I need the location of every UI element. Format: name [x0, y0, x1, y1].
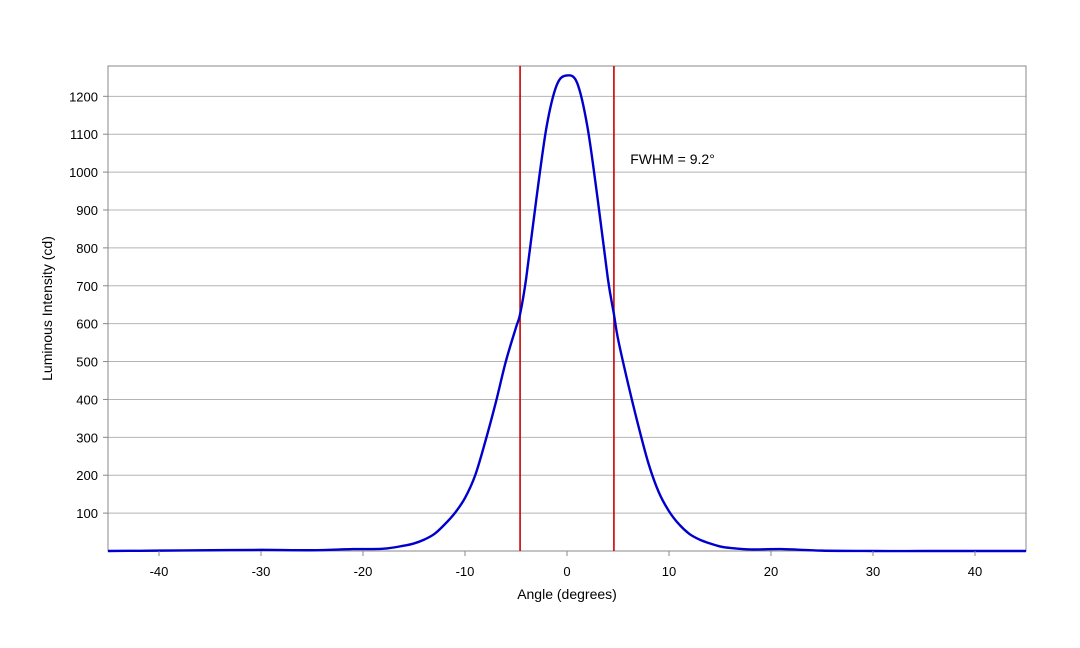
fwhm-annotation: FWHM = 9.2°	[630, 151, 715, 167]
y-tick-label: 500	[76, 355, 98, 370]
y-tick-label: 300	[76, 430, 98, 445]
plot-area-frame	[107, 65, 1027, 552]
x-tick-label: -10	[456, 564, 475, 579]
y-tick-label: 200	[76, 468, 98, 483]
x-tick-label: 30	[866, 564, 880, 579]
x-tick-label: 40	[968, 564, 982, 579]
x-axis-label: Angle (degrees)	[517, 586, 617, 602]
x-axis-ticks: -40 -30 -20 -10 0 10 20 30 40	[150, 551, 982, 579]
x-tick-label: -30	[252, 564, 271, 579]
y-axis-label: Luminous Intensity (cd)	[39, 236, 55, 381]
series-line	[107, 74, 1026, 553]
y-tick-label: 1200	[69, 89, 98, 104]
y-tick-label: 600	[76, 317, 98, 332]
grid	[108, 95, 1026, 552]
x-tick-label: 20	[764, 564, 778, 579]
y-tick-label: 100	[76, 506, 98, 521]
series-group	[107, 74, 1026, 553]
annotations: FWHM = 9.2°	[630, 151, 715, 167]
fwhm-markers	[519, 66, 615, 551]
y-tick-label: 900	[76, 203, 98, 218]
x-tick-label: 0	[563, 564, 570, 579]
x-tick-label: 10	[662, 564, 676, 579]
x-tick-label: -40	[150, 564, 169, 579]
y-tick-label: 400	[76, 392, 98, 407]
x-tick-label: -20	[354, 564, 373, 579]
y-tick-label: 1100	[70, 127, 98, 142]
y-tick-label: 800	[76, 241, 98, 256]
y-tick-label: 1000	[69, 165, 98, 180]
y-axis-ticks: 100 200 300 400 500 600 700 800 900 1000 1100 1200	[69, 89, 108, 521]
y-tick-label: 700	[76, 279, 98, 294]
